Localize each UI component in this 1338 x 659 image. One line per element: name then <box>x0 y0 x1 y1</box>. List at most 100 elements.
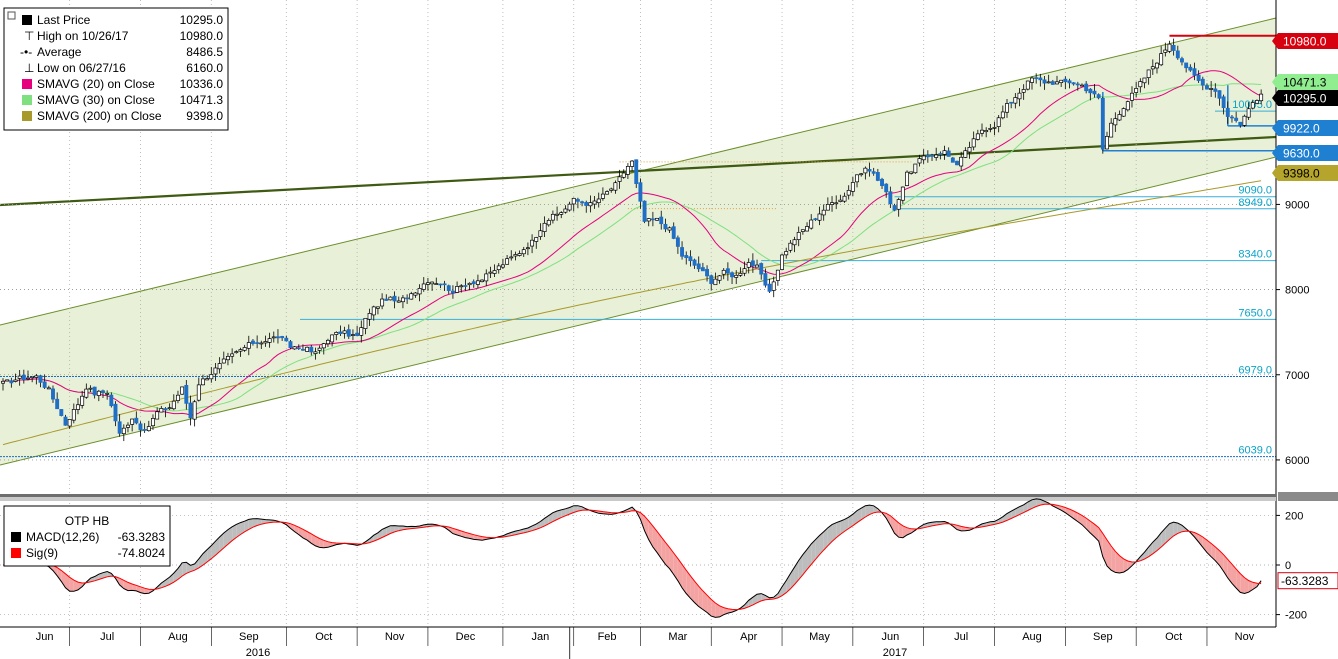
macd-histogram-band <box>869 505 874 515</box>
macd-histogram-band <box>382 527 387 538</box>
macd-histogram-band <box>61 570 66 588</box>
candle-down <box>255 342 260 344</box>
candle-down <box>688 256 693 262</box>
macd-histogram-band <box>1106 539 1112 571</box>
candle-up <box>238 349 243 352</box>
candle-up <box>1113 118 1118 126</box>
candle-up <box>230 353 235 357</box>
candle-up <box>46 387 51 390</box>
legend-box <box>3 7 229 131</box>
price-tag-label: 9398.0 <box>1283 167 1320 181</box>
macd-histogram-band <box>998 516 1003 524</box>
macd-histogram-band <box>248 518 253 530</box>
candle-down <box>884 183 889 193</box>
candle-down <box>446 285 451 291</box>
macd-histogram-band <box>323 540 328 548</box>
candle-down <box>1238 121 1243 126</box>
macd-histogram-band <box>469 533 474 540</box>
macd-legend[interactable]: OTP HB MACD(12,26) -63.3283 Sig(9) -74.8024 <box>3 505 171 567</box>
macd-histogram-band <box>236 522 241 538</box>
candle-down <box>867 169 872 172</box>
macd-histogram-band <box>65 573 70 592</box>
candle-down <box>930 155 934 157</box>
signal-line <box>2 503 1262 611</box>
macd-histogram-band <box>694 581 699 607</box>
macd-histogram-band <box>123 580 128 591</box>
macd-tag <box>1277 572 1338 590</box>
legend-collapse-icon <box>7 11 16 20</box>
legend-value: 10295.0 <box>180 13 224 27</box>
macd-histogram-band <box>377 529 383 540</box>
candle-up <box>475 280 480 285</box>
candle-up <box>17 375 22 379</box>
candle-up <box>717 275 722 281</box>
candle-up <box>13 379 18 382</box>
macd-histogram-band <box>823 527 828 551</box>
candle-down <box>705 268 710 277</box>
candle-up <box>509 256 514 259</box>
candle-up <box>1025 80 1030 90</box>
candle-down <box>63 416 68 426</box>
macd-histogram-band <box>207 545 212 562</box>
candle-up <box>784 251 789 256</box>
candle-up <box>34 375 39 378</box>
month-label: Sep <box>1093 631 1113 643</box>
candle-down <box>1038 77 1043 81</box>
macd-histogram-band <box>811 539 816 565</box>
candle-up <box>792 239 797 246</box>
macd-tick-label: -200 <box>1285 610 1307 622</box>
candle-down <box>730 272 735 278</box>
candle-up <box>84 388 89 398</box>
month-label: Jun <box>881 631 899 643</box>
candle-up <box>1121 108 1126 117</box>
month-label: Mar <box>668 631 687 643</box>
macd-histogram-band <box>386 525 391 536</box>
candle-up <box>667 227 672 231</box>
candle-down <box>938 153 943 155</box>
candle-down <box>575 199 580 202</box>
high-marker-icon: ⊤ <box>24 29 34 43</box>
candle-up <box>388 296 393 301</box>
macd-histogram-band <box>1177 523 1182 534</box>
candle-down <box>696 263 701 270</box>
month-label: Aug <box>1022 631 1042 643</box>
macd-histogram-band <box>1206 540 1212 557</box>
macd-histogram-band <box>198 553 203 568</box>
candle-up <box>325 339 330 345</box>
candle-up <box>917 158 922 164</box>
candle-up <box>613 182 618 191</box>
candle-down <box>1088 88 1093 94</box>
macd-histogram-band <box>1027 499 1033 511</box>
price-legend[interactable]: Last Price 10295.0 ⊤ High on 10/26/17 10980.… <box>3 7 229 131</box>
candle-up <box>980 129 984 134</box>
divider-axis <box>1278 492 1338 501</box>
candle-down <box>871 171 876 174</box>
candle-up <box>180 386 185 395</box>
macd-histogram-band <box>452 528 458 535</box>
month-label: Jun <box>36 631 54 643</box>
candle-up <box>513 254 518 257</box>
candle-up <box>201 378 205 386</box>
macd-histogram-band <box>819 531 824 555</box>
candle-down <box>946 150 951 157</box>
divider-bar <box>0 494 1276 497</box>
macd-histogram-band <box>857 508 862 523</box>
macd-panel: -63.3283 <box>2 498 1338 618</box>
candle-down <box>1221 96 1226 109</box>
candle-up <box>242 347 247 351</box>
candle-up <box>1055 81 1059 85</box>
candle-up <box>630 160 635 167</box>
candle-down <box>709 275 714 284</box>
candle-up <box>605 191 610 195</box>
candle-down <box>759 263 764 275</box>
candle-down <box>1071 82 1076 85</box>
macd-histogram-band <box>644 516 649 540</box>
candle-up <box>600 193 605 199</box>
macd-histogram-band <box>719 605 724 617</box>
macd-histogram-band <box>311 533 316 546</box>
candle-up <box>1000 111 1005 119</box>
candle-down <box>21 374 26 380</box>
candle-down <box>142 429 147 431</box>
candle-up <box>550 213 555 221</box>
macd-histogram-band <box>873 505 878 513</box>
